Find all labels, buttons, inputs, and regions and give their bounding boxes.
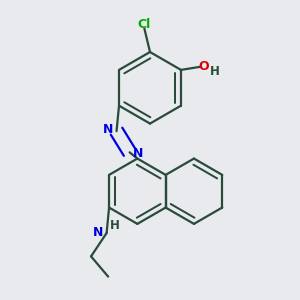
Text: H: H xyxy=(110,219,119,232)
Text: H: H xyxy=(210,64,220,78)
Text: N: N xyxy=(133,147,143,160)
Text: O: O xyxy=(198,60,209,73)
Text: N: N xyxy=(103,123,113,136)
Text: N: N xyxy=(93,226,103,239)
Text: Cl: Cl xyxy=(138,17,151,31)
